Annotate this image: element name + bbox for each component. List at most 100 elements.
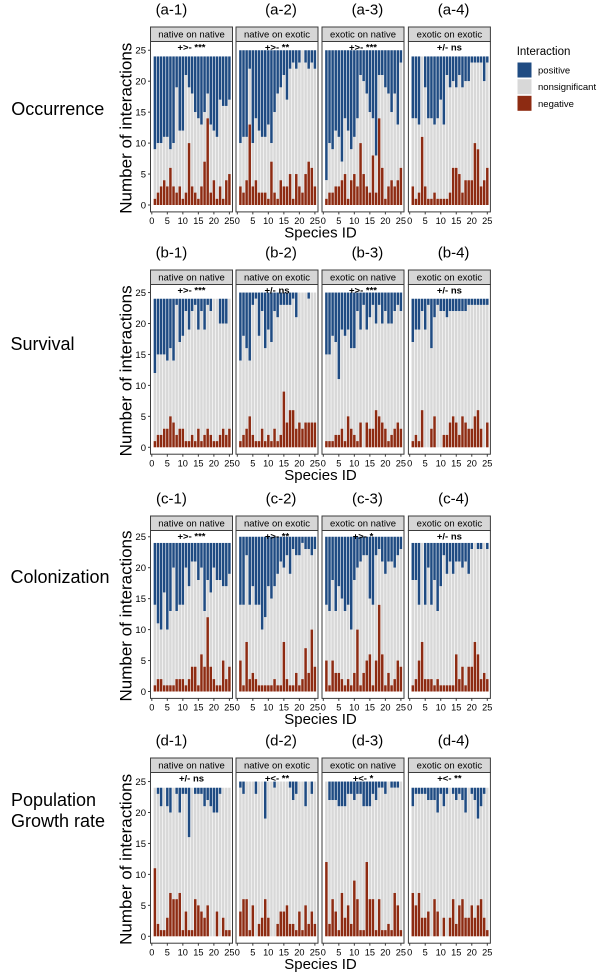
svg-text:25: 25 xyxy=(482,948,492,958)
svg-text:Species ID: Species ID xyxy=(284,225,357,242)
svg-text:+>- *: +>- * xyxy=(353,531,374,542)
svg-text:10: 10 xyxy=(135,625,146,636)
svg-text:0: 0 xyxy=(235,948,240,958)
svg-text:20: 20 xyxy=(294,948,304,958)
svg-text:Number of interactions: Number of interactions xyxy=(116,530,135,701)
svg-text:Interaction: Interaction xyxy=(517,46,571,58)
svg-text:+>- ***: +>- *** xyxy=(178,285,206,296)
svg-text:20: 20 xyxy=(380,459,390,469)
svg-text:20: 20 xyxy=(135,319,146,330)
svg-text:10: 10 xyxy=(436,459,446,469)
svg-text:5: 5 xyxy=(423,703,428,713)
svg-text:20: 20 xyxy=(294,216,304,226)
svg-text:Species ID: Species ID xyxy=(284,711,357,728)
svg-text:20: 20 xyxy=(380,216,390,226)
svg-text:20: 20 xyxy=(467,703,477,713)
svg-text:0: 0 xyxy=(141,687,146,698)
svg-text:20: 20 xyxy=(467,459,477,469)
svg-text:5: 5 xyxy=(250,703,255,713)
svg-text:Survival: Survival xyxy=(11,334,75,354)
svg-text:20: 20 xyxy=(135,563,146,574)
svg-text:25: 25 xyxy=(482,703,492,713)
svg-text:15: 15 xyxy=(365,459,375,469)
svg-text:10: 10 xyxy=(349,459,359,469)
svg-text:10: 10 xyxy=(263,703,273,713)
svg-text:0: 0 xyxy=(321,703,326,713)
svg-text:+>- ***: +>- *** xyxy=(178,42,206,53)
svg-text:5: 5 xyxy=(141,412,146,423)
svg-text:+<- **: +<- ** xyxy=(265,773,290,784)
svg-text:0: 0 xyxy=(141,443,146,454)
svg-text:15: 15 xyxy=(279,948,289,958)
svg-text:exotic on native: exotic on native xyxy=(330,519,396,530)
svg-text:(d-1): (d-1) xyxy=(156,733,188,750)
svg-text:20: 20 xyxy=(294,459,304,469)
svg-text:Number of interactions: Number of interactions xyxy=(116,774,135,945)
svg-text:15: 15 xyxy=(365,948,375,958)
svg-text:15: 15 xyxy=(279,459,289,469)
svg-text:+/- ns: +/- ns xyxy=(264,285,289,296)
svg-text:25: 25 xyxy=(135,288,146,299)
svg-text:5: 5 xyxy=(336,216,341,226)
svg-text:25: 25 xyxy=(310,703,320,713)
svg-text:(a-1): (a-1) xyxy=(156,2,188,19)
svg-text:15: 15 xyxy=(193,459,203,469)
svg-text:+>- **: +>- ** xyxy=(265,531,290,542)
svg-text:native on exotic: native on exotic xyxy=(244,519,310,530)
svg-text:25: 25 xyxy=(135,532,146,543)
svg-text:20: 20 xyxy=(380,703,390,713)
svg-text:10: 10 xyxy=(178,459,188,469)
svg-text:20: 20 xyxy=(209,703,219,713)
svg-text:5: 5 xyxy=(165,216,170,226)
svg-text:(d-4): (d-4) xyxy=(438,733,470,750)
svg-text:5: 5 xyxy=(336,459,341,469)
svg-text:25: 25 xyxy=(310,459,320,469)
svg-text:15: 15 xyxy=(279,703,289,713)
svg-text:Species ID: Species ID xyxy=(284,956,357,973)
svg-text:5: 5 xyxy=(141,656,146,667)
svg-text:15: 15 xyxy=(193,948,203,958)
svg-text:20: 20 xyxy=(135,808,146,819)
svg-text:(a-2): (a-2) xyxy=(265,2,297,19)
svg-text:Number of interactions: Number of interactions xyxy=(116,285,135,456)
svg-text:10: 10 xyxy=(178,948,188,958)
svg-text:+/- ns: +/- ns xyxy=(437,531,462,542)
svg-text:10: 10 xyxy=(349,703,359,713)
svg-text:25: 25 xyxy=(135,46,146,57)
svg-text:15: 15 xyxy=(279,216,289,226)
svg-text:25: 25 xyxy=(396,216,406,226)
svg-text:20: 20 xyxy=(380,948,390,958)
svg-text:10: 10 xyxy=(263,216,273,226)
svg-text:20: 20 xyxy=(209,216,219,226)
svg-text:10: 10 xyxy=(436,948,446,958)
svg-text:25: 25 xyxy=(135,777,146,788)
svg-text:25: 25 xyxy=(482,459,492,469)
svg-text:(a-3): (a-3) xyxy=(352,2,384,19)
svg-text:20: 20 xyxy=(135,77,146,88)
svg-text:25: 25 xyxy=(310,948,320,958)
svg-text:(b-2): (b-2) xyxy=(265,245,297,262)
svg-text:(c-1): (c-1) xyxy=(156,491,187,508)
svg-text:0: 0 xyxy=(235,459,240,469)
svg-text:0: 0 xyxy=(149,703,154,713)
svg-text:10: 10 xyxy=(178,703,188,713)
svg-text:exotic on native: exotic on native xyxy=(330,273,396,284)
svg-text:0: 0 xyxy=(149,948,154,958)
svg-text:0: 0 xyxy=(407,459,412,469)
svg-text:5: 5 xyxy=(250,948,255,958)
svg-text:10: 10 xyxy=(349,216,359,226)
svg-text:5: 5 xyxy=(141,170,146,181)
svg-text:Number of interactions: Number of interactions xyxy=(116,43,135,214)
svg-text:15: 15 xyxy=(135,350,146,361)
svg-text:0: 0 xyxy=(149,459,154,469)
svg-text:25: 25 xyxy=(224,948,234,958)
svg-text:+>- ***: +>- *** xyxy=(349,42,377,53)
svg-text:15: 15 xyxy=(451,948,461,958)
svg-text:15: 15 xyxy=(193,703,203,713)
svg-text:exotic on exotic: exotic on exotic xyxy=(417,273,483,284)
svg-text:exotic on exotic: exotic on exotic xyxy=(417,519,483,530)
svg-text:15: 15 xyxy=(135,108,146,119)
svg-text:5: 5 xyxy=(141,901,146,912)
svg-text:25: 25 xyxy=(224,703,234,713)
svg-text:10: 10 xyxy=(263,459,273,469)
